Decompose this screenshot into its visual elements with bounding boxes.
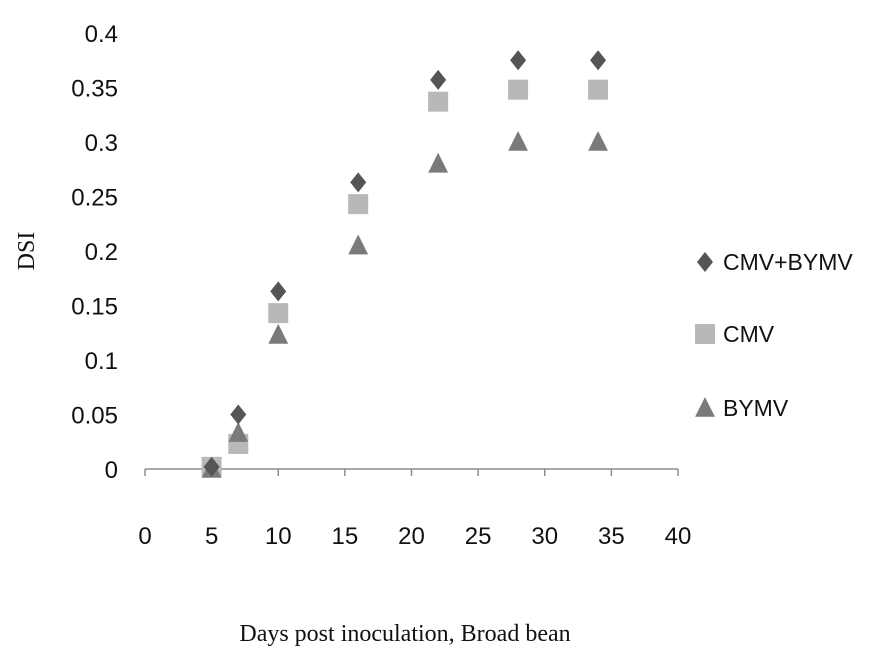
data-point-triangle — [588, 131, 608, 151]
y-tick-label: 0 — [105, 457, 118, 484]
data-points — [201, 50, 609, 478]
data-point-triangle — [348, 234, 369, 255]
y-tick-label: 0.05 — [71, 403, 118, 430]
legend-label: CMV — [723, 321, 775, 347]
y-axis-ticks: 0 0.05 0.1 0.15 0.2 0.25 0.3 0.35 0.4 — [71, 21, 118, 484]
axes: 0 5 10 15 20 25 30 35 40 00.050.10.150.20.250.30… — [71, 21, 691, 550]
legend-label: BYMV — [723, 395, 789, 421]
y-axis-title: DSI — [14, 232, 40, 271]
data-point-diamond — [350, 172, 367, 193]
legend-item-cmv-bymv: CMV+BYMV — [697, 249, 853, 275]
legend-marker-square — [695, 324, 715, 344]
legend: CMV+BYMV CMV BYMV — [695, 249, 853, 421]
x-tick-label: 25 — [465, 523, 492, 550]
data-point-diamond — [230, 404, 247, 425]
data-point-diamond — [203, 456, 220, 477]
legend-item-cmv: CMV — [695, 321, 775, 347]
legend-symbol — [695, 397, 715, 417]
data-point-square — [428, 91, 449, 112]
x-tick-label: 10 — [265, 523, 292, 550]
y-tick-label: 0.2 — [85, 239, 118, 266]
y-tick-label: 0.1 — [85, 348, 118, 375]
legend-symbol — [697, 252, 713, 272]
data-point-square — [508, 79, 529, 100]
data-point-triangle — [428, 152, 449, 173]
data-point-triangle — [508, 131, 528, 151]
x-tick-label: 30 — [531, 523, 558, 550]
data-point-diamond — [590, 50, 607, 71]
x-tick-label: 15 — [332, 523, 359, 550]
x-tick-label: 0 — [138, 523, 151, 550]
data-point-diamond — [430, 69, 447, 90]
data-point-square — [268, 303, 289, 324]
legend-marker-diamond — [697, 252, 713, 272]
y-tick-label: 0.35 — [71, 76, 118, 103]
y-tick-label: 0.4 — [85, 21, 118, 48]
x-axis-title: Days post inoculation, Broad bean — [239, 621, 570, 647]
x-tick-label: 5 — [205, 523, 218, 550]
x-tick-label: 20 — [398, 523, 425, 550]
y-tick-label: 0.25 — [71, 185, 118, 212]
y-tick-label: 0.3 — [85, 130, 118, 157]
y-tick-label: 0.15 — [71, 294, 118, 321]
data-point-triangle — [228, 422, 249, 442]
legend-marker-triangle — [695, 397, 715, 417]
data-point-square — [348, 194, 369, 215]
legend-label: CMV+BYMV — [723, 249, 853, 275]
x-tick-label: 35 — [598, 523, 625, 550]
data-point-triangle — [268, 323, 289, 344]
data-point-square — [588, 79, 609, 100]
legend-symbol — [695, 324, 715, 344]
x-tick-label: 40 — [665, 523, 692, 550]
legend-item-bymv: BYMV — [695, 395, 789, 421]
x-axis-ticks: 0 5 10 15 20 25 30 35 40 — [138, 469, 691, 550]
data-point-diamond — [270, 281, 287, 302]
data-point-diamond — [510, 50, 527, 71]
